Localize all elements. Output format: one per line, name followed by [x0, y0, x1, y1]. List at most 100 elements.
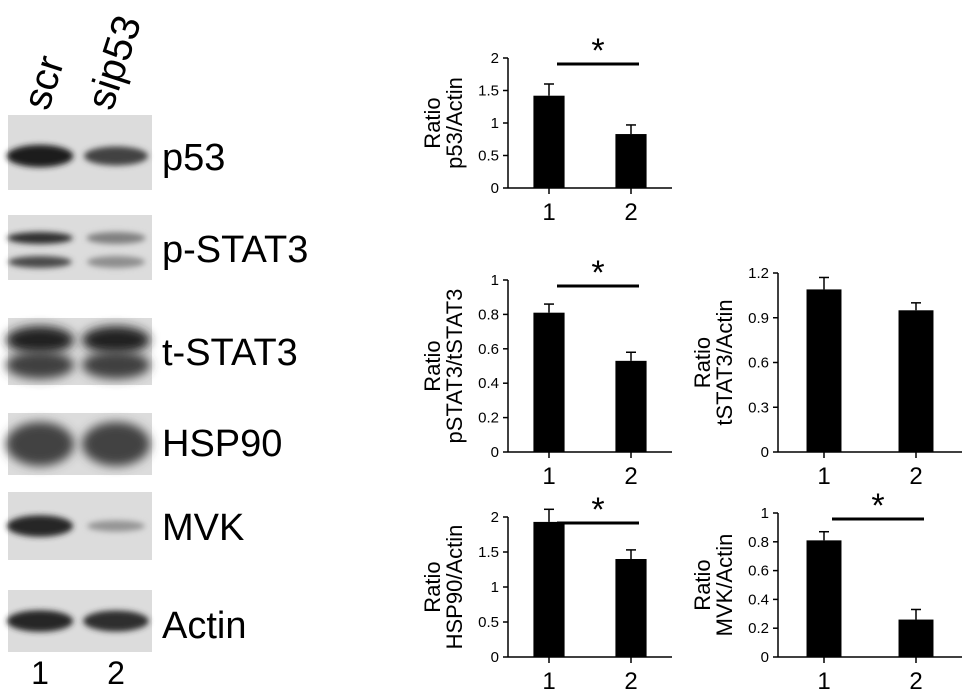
band-mvk-lane-1	[6, 515, 74, 537]
blot-label-actin: Actin	[162, 605, 246, 647]
band-actin-lane-2	[83, 610, 149, 632]
lane-header-scr: scr	[15, 50, 73, 114]
x-tick-label-2: 2	[624, 668, 637, 694]
bar-charts-panel: 00.511.521 2*Ratiop53/Actin00.20.40.60.81…	[420, 32, 962, 694]
bar-1	[533, 521, 565, 657]
x-tick-label-2: 2	[909, 463, 922, 490]
band-p-stat3-lane-1	[7, 232, 73, 244]
y-tick-label: 0.6	[478, 341, 499, 358]
y-tick-label: 0	[491, 444, 499, 461]
y-tick-label: 2	[491, 50, 499, 67]
band-p53-lane-1	[6, 144, 74, 168]
blot-label-p53: p53	[162, 137, 225, 179]
x-tick-label-1: 1	[542, 668, 555, 694]
y-tick-label: 1.5	[478, 544, 499, 561]
y-tick-label: 0.2	[748, 620, 769, 637]
y-tick-label: 1	[491, 272, 499, 289]
blot-row-hsp90: HSP90	[6, 413, 282, 475]
y-axis-label-line-2: tSTAT3/Actin	[712, 299, 737, 425]
bar-2	[615, 134, 647, 188]
y-tick-label: 0	[761, 649, 769, 666]
y-axis-label-line-2: pSTAT3/tSTAT3	[442, 289, 467, 444]
band-p-stat3-lane-2	[86, 232, 146, 244]
x-tick-label-1: 1	[542, 199, 555, 226]
x-tick-label-1: 1	[542, 463, 555, 490]
band-t-stat3-lane-2	[82, 351, 150, 379]
lane-header-sip53: sip53	[79, 10, 150, 115]
y-tick-label: 0.6	[748, 355, 769, 372]
y-tick-label: 0.2	[478, 410, 499, 427]
y-tick-label: 0	[491, 180, 499, 197]
y-tick-label: 0.8	[478, 306, 499, 323]
bar-1	[533, 95, 565, 188]
y-axis-label-line-2: HSP90/Actin	[442, 525, 467, 650]
y-axis-label-line-1: Ratio	[690, 559, 715, 610]
x-tick-label-2: 2	[624, 199, 637, 226]
significance-star: *	[871, 487, 884, 525]
bar-2	[898, 310, 934, 452]
blot-label-p-stat3: p-STAT3	[162, 229, 308, 271]
bar-2	[615, 360, 647, 452]
y-tick-label: 0	[761, 444, 769, 461]
y-tick-label: 0.4	[478, 375, 499, 392]
bar-2	[898, 619, 934, 657]
y-tick-label: 1.5	[478, 83, 499, 100]
y-tick-label: 0.3	[748, 399, 769, 416]
significance-star: *	[591, 491, 604, 529]
y-axis-label-line-1: Ratio	[690, 337, 715, 388]
x-tick-label-1: 1	[817, 463, 830, 490]
significance-star: *	[591, 254, 604, 292]
blot-label-t-stat3: t-STAT3	[162, 332, 298, 374]
bar-1	[533, 312, 565, 452]
band-p-stat3-lane-2	[86, 256, 146, 268]
y-tick-label: 1	[491, 115, 499, 132]
y-axis-label-line-1: Ratio	[420, 97, 445, 148]
x-tick-label-2: 2	[624, 463, 637, 490]
bar-2	[615, 559, 647, 657]
blot-row-p-stat3: p-STAT3	[7, 215, 308, 280]
lane-number-2: 2	[107, 655, 125, 691]
bar-1	[806, 289, 842, 452]
blot-row-t-stat3: t-STAT3	[6, 318, 298, 385]
band-t-stat3-lane-1	[6, 326, 74, 354]
y-axis-label-line-1: Ratio	[420, 561, 445, 612]
blot-strip-p-stat3	[8, 215, 152, 280]
y-axis-label-line-2: p53/Actin	[442, 77, 467, 169]
blot-row-mvk: MVK	[6, 492, 244, 560]
y-tick-label: 0.5	[478, 614, 499, 631]
blot-row-p53: p53	[6, 115, 225, 190]
y-tick-label: 0.8	[748, 534, 769, 551]
band-actin-lane-1	[6, 610, 74, 632]
band-hsp90-lane-2	[82, 422, 150, 466]
band-t-stat3-lane-1	[6, 351, 74, 379]
y-tick-label: 1	[761, 505, 769, 522]
bar-1	[806, 540, 842, 657]
x-tick-label-2: 2	[909, 668, 922, 694]
y-tick-label: 0	[491, 649, 499, 666]
y-tick-label: 0.9	[748, 310, 769, 327]
y-tick-label: 1	[491, 579, 499, 596]
band-hsp90-lane-1	[6, 422, 74, 466]
y-tick-label: 2	[491, 509, 499, 526]
y-axis-label-line-2: MVK/Actin	[712, 534, 737, 637]
blot-label-hsp90: HSP90	[162, 423, 282, 465]
western-blot-panel: scr sip53 p53 p-STAT3 t-STAT3 HSP90 MVK Actin…	[6, 10, 308, 691]
y-tick-label: 0.5	[478, 148, 499, 165]
blot-row-actin: Actin	[6, 590, 246, 652]
significance-star: *	[591, 32, 604, 70]
band-mvk-lane-2	[87, 520, 145, 532]
band-t-stat3-lane-2	[82, 326, 150, 354]
blot-label-mvk: MVK	[162, 507, 244, 549]
y-axis-label-line-1: Ratio	[420, 340, 445, 391]
y-tick-label: 0.6	[748, 563, 769, 580]
x-tick-label-1: 1	[817, 668, 830, 694]
band-p53-lane-2	[84, 146, 148, 166]
lane-number-1: 1	[31, 655, 49, 691]
y-tick-label: 1.2	[748, 265, 769, 282]
band-p-stat3-lane-1	[8, 256, 72, 268]
